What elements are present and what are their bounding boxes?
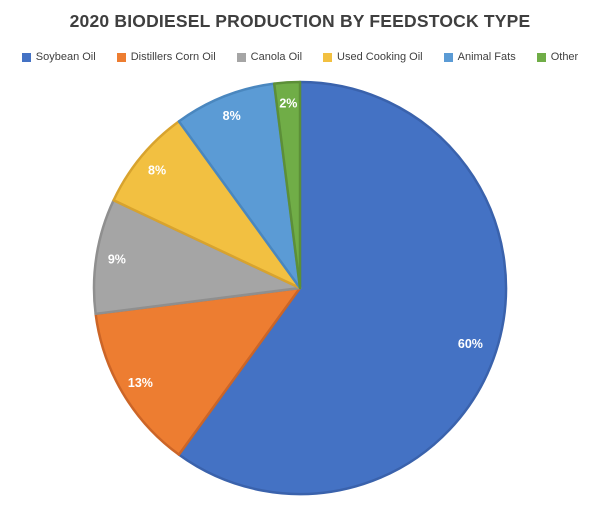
- legend-swatch-animal-fats: [443, 52, 453, 62]
- legend-item-used-cooking-oil: Used Cooking Oil: [323, 51, 423, 63]
- legend-label-distillers-corn-oil: Distillers Corn Oil: [130, 51, 216, 63]
- legend-item-soybean-oil: Soybean Oil: [21, 51, 96, 63]
- pie-slice-canola-oil: [92, 199, 302, 316]
- chart-title: 2020 BIODIESEL PRODUCTION BY FEEDSTOCK T…: [69, 11, 531, 31]
- slice-label-other: 2%: [279, 97, 297, 111]
- pie-slice-animal-fats: [177, 82, 302, 290]
- pie-slice-other: [272, 80, 302, 290]
- pie-slice-distillers-corn-oil: [94, 286, 302, 456]
- legend-swatch-soybean-oil: [21, 52, 31, 62]
- legend-label-other: Other: [550, 51, 579, 63]
- legend-swatch-canola-oil: [236, 52, 246, 62]
- slice-label-soybean-oil: 60%: [458, 337, 483, 351]
- legend-label-animal-fats: Animal Fats: [457, 51, 516, 63]
- legend-swatch-used-cooking-oil: [323, 52, 333, 62]
- slice-label-animal-fats: 8%: [223, 109, 241, 123]
- slice-label-canola-oil: 9%: [108, 253, 126, 267]
- legend-item-other: Other: [536, 51, 579, 63]
- legend-item-canola-oil: Canola Oil: [236, 51, 303, 63]
- slice-label-used-cooking-oil: 8%: [148, 163, 166, 177]
- legend-label-used-cooking-oil: Used Cooking Oil: [337, 51, 423, 63]
- legend-item-animal-fats: Animal Fats: [443, 51, 516, 63]
- pie-slice-used-cooking-oil: [112, 120, 302, 290]
- legend-label-soybean-oil: Soybean Oil: [35, 51, 96, 63]
- legend-swatch-other: [536, 52, 546, 62]
- chart-legend: Soybean Oil Distillers Corn Oil Canola O…: [0, 51, 600, 63]
- legend-label-canola-oil: Canola Oil: [250, 51, 303, 63]
- legend-item-distillers-corn-oil: Distillers Corn Oil: [116, 51, 216, 63]
- slice-label-distillers-corn-oil: 13%: [128, 376, 153, 390]
- legend-swatch-distillers-corn-oil: [116, 52, 126, 62]
- pie-slice-soybean-oil: [177, 80, 508, 496]
